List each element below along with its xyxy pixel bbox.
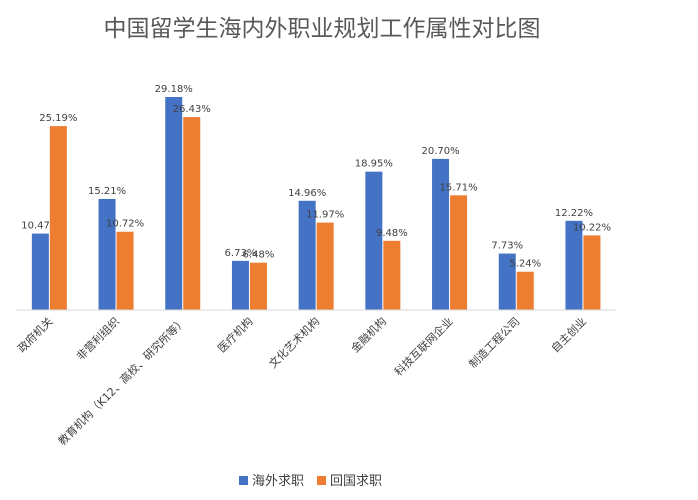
category-label-7: 制造工程公司	[466, 314, 523, 371]
data-label-domestic-5: 9.48%	[376, 228, 408, 239]
bar-overseas-7	[498, 253, 516, 310]
legend: 海外求职 回国求职	[239, 474, 382, 489]
category-label-1: 非营利组织	[73, 314, 122, 363]
bars-layer: 10.47% 25.19% 15.21% 10.72% 29.18% 26.43% 6.73…	[21, 84, 611, 311]
data-label-domestic-2: 26.43%	[173, 104, 211, 115]
data-label-overseas-5: 18.95%	[355, 159, 393, 170]
bar-overseas-5	[365, 171, 383, 310]
data-label-overseas-2: 29.18%	[155, 84, 193, 95]
data-label-domestic-8: 10.22%	[573, 222, 611, 233]
legend-swatch-overseas	[239, 476, 248, 485]
bar-domestic-7	[516, 271, 534, 310]
bar-overseas-6	[432, 158, 450, 310]
chart-title: 中国留学生海内外职业规划工作属性对比图	[104, 16, 541, 42]
data-label-domestic-6: 15.71%	[439, 182, 477, 193]
legend-swatch-domestic	[317, 476, 326, 485]
category-label-0: 政府机关	[14, 314, 55, 355]
bar-overseas-8	[565, 220, 583, 310]
data-label-domestic-4: 11.97%	[306, 210, 344, 221]
category-label-3: 医疗机构	[215, 314, 256, 355]
category-label-2: 教育机构（K12、高校、研究所等）	[55, 314, 189, 448]
data-label-overseas-7: 7.73%	[491, 241, 523, 252]
category-label-6: 科技互联网企业	[391, 314, 455, 378]
legend-label-overseas: 海外求职	[252, 474, 304, 489]
bar-overseas-2	[165, 96, 183, 311]
data-label-overseas-8: 12.22%	[555, 208, 593, 219]
bar-domestic-6	[450, 195, 468, 310]
bar-domestic-2	[183, 117, 201, 310]
data-label-domestic-1: 10.72%	[106, 219, 144, 230]
data-label-overseas-3: 6.73%	[225, 248, 257, 259]
bar-domestic-5	[383, 240, 401, 310]
data-label-domestic-7: 5.24%	[509, 259, 541, 270]
bar-overseas-1	[98, 198, 116, 310]
data-label-overseas-0: 10.47%	[21, 221, 59, 232]
data-label-domestic-0: 25.19%	[39, 113, 77, 124]
bar-overseas-4	[298, 200, 316, 310]
category-label-8: 自主创业	[549, 315, 589, 355]
legend-label-domestic: 回国求职	[330, 474, 382, 489]
data-label-overseas-1: 15.21%	[88, 186, 126, 197]
data-label-overseas-6: 20.70%	[421, 146, 459, 157]
data-label-domestic-3: 6.48%	[243, 250, 275, 261]
bar-overseas-3	[231, 260, 249, 310]
bar-domestic-3	[249, 262, 267, 310]
bar-domestic-8	[583, 235, 601, 310]
bar-domestic-1	[116, 231, 134, 310]
category-label-5: 金融机构	[348, 314, 389, 355]
bar-overseas-0	[31, 233, 49, 310]
data-label-overseas-4: 14.96%	[288, 188, 326, 199]
category-label-4: 文化艺术机构	[266, 314, 323, 371]
bar-domestic-0	[49, 126, 67, 310]
bar-domestic-4	[316, 222, 334, 310]
